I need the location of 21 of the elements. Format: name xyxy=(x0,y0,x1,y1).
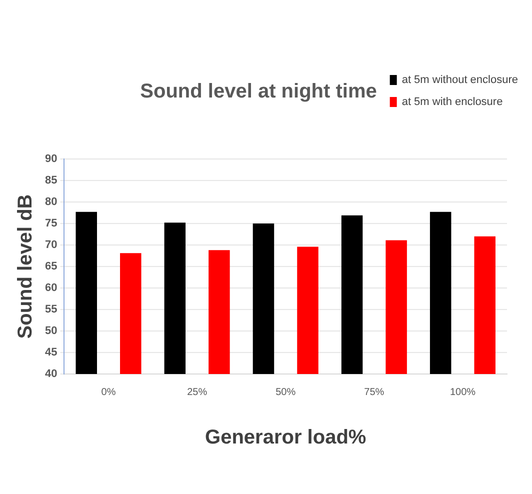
y-tick-label: 90 xyxy=(44,153,58,166)
x-tick-label: 75% xyxy=(364,386,384,398)
y-tick-label: 40 xyxy=(44,368,58,380)
x-tick-label: 0% xyxy=(101,386,116,398)
y-tick-label: 45 xyxy=(44,346,58,359)
chart-title: Sound level at night time xyxy=(140,80,377,103)
legend-label: at 5m with enclosure xyxy=(402,96,503,108)
y-tick-label: 50 xyxy=(44,325,58,338)
y-tick-label: 75 xyxy=(44,218,58,230)
legend-label: at 5m without enclosure xyxy=(402,74,518,86)
y-tick-label: 60 xyxy=(44,282,58,294)
x-tick-label: 50% xyxy=(276,386,296,398)
x-tick-label: 25% xyxy=(187,386,208,398)
y-axis-title: Sound level dB xyxy=(14,194,37,339)
y-tick-label: 70 xyxy=(44,239,58,252)
y-tick-label: 65 xyxy=(44,260,58,273)
y-tick-label: 55 xyxy=(44,304,58,316)
y-tick-label: 85 xyxy=(44,174,58,187)
y-tick-label: 80 xyxy=(44,196,58,208)
x-tick-label: 100% xyxy=(450,386,476,398)
x-axis-title: Generaror load% xyxy=(205,426,366,449)
